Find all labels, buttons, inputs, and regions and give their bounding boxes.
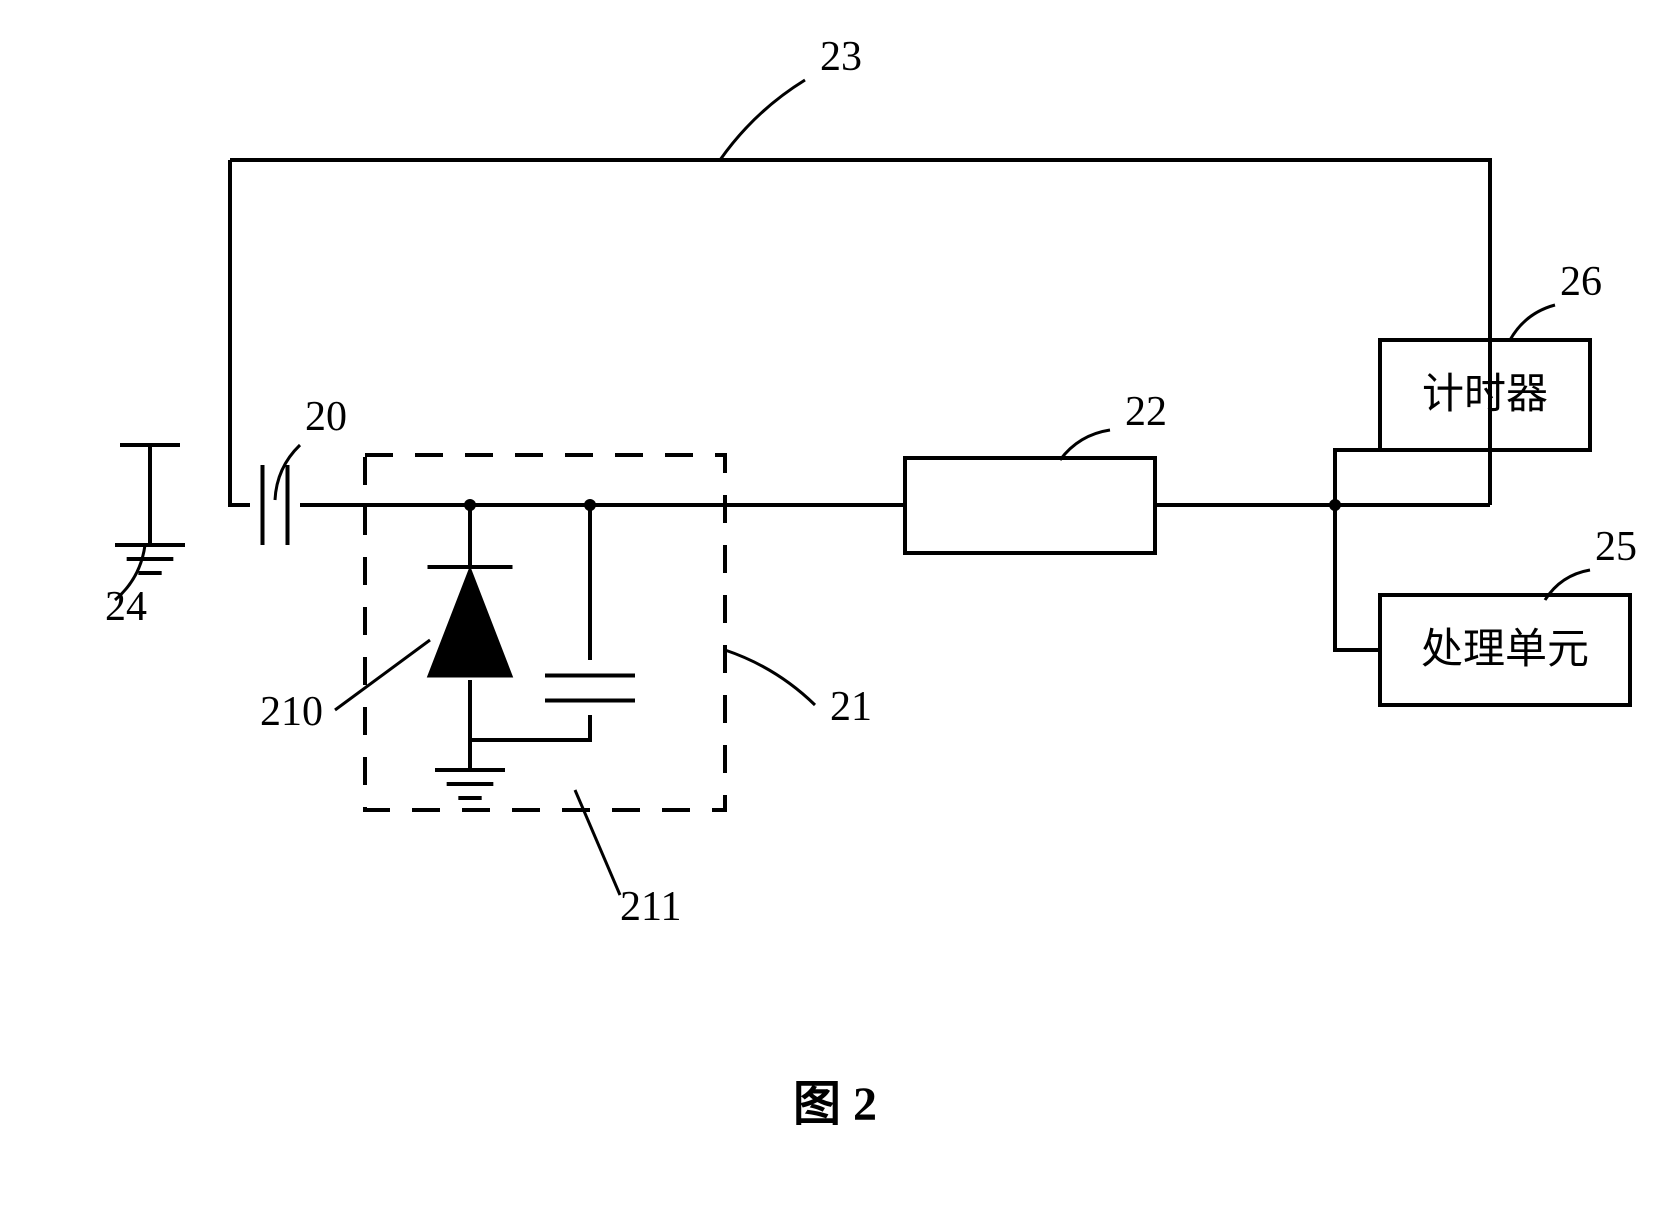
block-text-b25: 处理单元 (1421, 627, 1589, 673)
wire-main_left (230, 160, 250, 505)
leader-ld22 (1060, 430, 1110, 460)
dashed-box-21 (365, 455, 725, 810)
wire-node_to_25 (1335, 505, 1380, 650)
label-l211: 211 (620, 884, 681, 930)
junction-0 (464, 499, 476, 511)
circuit-diagram: 计时器处理单元 23 26 22 25 20 24 21 210 211 图 2 (0, 0, 1670, 1224)
label-l210: 210 (260, 689, 323, 735)
label-l24: 24 (105, 584, 147, 630)
leader-ld23 (720, 80, 805, 160)
label-l25: 25 (1595, 524, 1637, 570)
junction-1 (584, 499, 596, 511)
leader-ld211 (575, 790, 620, 895)
wire-node_to_26 (1335, 450, 1380, 505)
block-b22 (905, 458, 1155, 553)
label-l21: 21 (830, 684, 872, 730)
label-l22: 22 (1125, 389, 1167, 435)
junction-2 (1329, 499, 1341, 511)
leader-ld210 (335, 640, 430, 710)
leader-ld21 (725, 650, 815, 705)
leader-ld26 (1510, 305, 1555, 340)
wire-cap_to_gnd (470, 715, 590, 770)
label-l20: 20 (305, 394, 347, 440)
label-l23: 23 (820, 34, 862, 80)
diode210-anode-triangle (428, 567, 513, 677)
block-text-b26: 计时器 (1422, 372, 1548, 418)
label-l26: 26 (1560, 259, 1602, 305)
figure-caption: 图 2 (793, 1078, 877, 1131)
